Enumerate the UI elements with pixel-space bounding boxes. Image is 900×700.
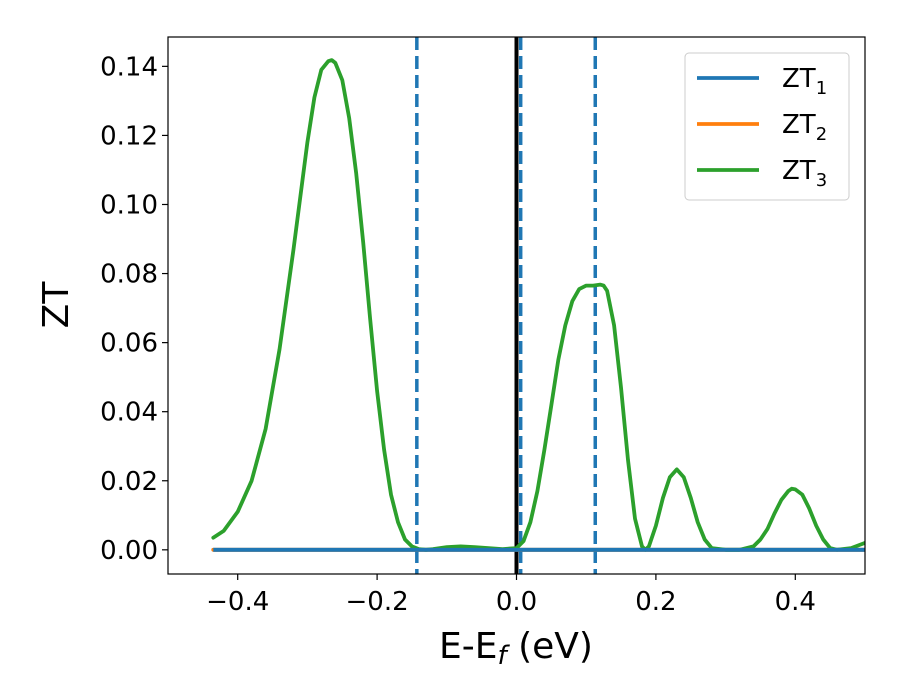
x-axis-label-unit: (eV)	[507, 626, 593, 667]
x-axis: −0.4 −0.2 0.0 0.2 0.4	[206, 574, 816, 617]
y-tick-label: 0.10	[100, 190, 158, 220]
x-tick-label: −0.2	[346, 587, 409, 617]
y-tick-label: 0.12	[100, 121, 158, 151]
x-tick-label: 0.0	[496, 587, 537, 617]
y-axis: 0.00 0.02 0.04 0.06 0.08 0.10 0.12 0.14	[100, 52, 168, 566]
series-line-zt3	[211, 58, 865, 552]
x-tick-label: −0.4	[206, 587, 269, 617]
x-axis-label: E-Ef (eV)	[439, 626, 593, 671]
legend-label-zt1: ZT1	[782, 64, 827, 99]
x-axis-label-main: E-E	[439, 626, 497, 667]
y-tick-label: 0.06	[100, 329, 158, 359]
legend-label-zt3: ZT3	[782, 156, 827, 191]
y-tick-label: 0.02	[100, 467, 158, 497]
legend-box	[684, 52, 850, 201]
reference-lines	[415, 37, 598, 574]
y-axis-label: ZT	[36, 281, 77, 329]
legend-label-zt2: ZT2	[782, 110, 827, 145]
y-tick-label: 0.00	[100, 536, 158, 566]
series-lines	[211, 58, 865, 552]
y-tick-label: 0.04	[100, 398, 158, 428]
y-tick-label: 0.14	[100, 52, 158, 82]
legend-entries: ZT1 ZT2 ZT3	[697, 64, 827, 191]
x-tick-label: 0.4	[775, 587, 816, 617]
legend: ZT1 ZT2 ZT3	[684, 52, 850, 201]
y-tick-label: 0.08	[100, 260, 158, 290]
x-tick-label: 0.2	[635, 587, 676, 617]
